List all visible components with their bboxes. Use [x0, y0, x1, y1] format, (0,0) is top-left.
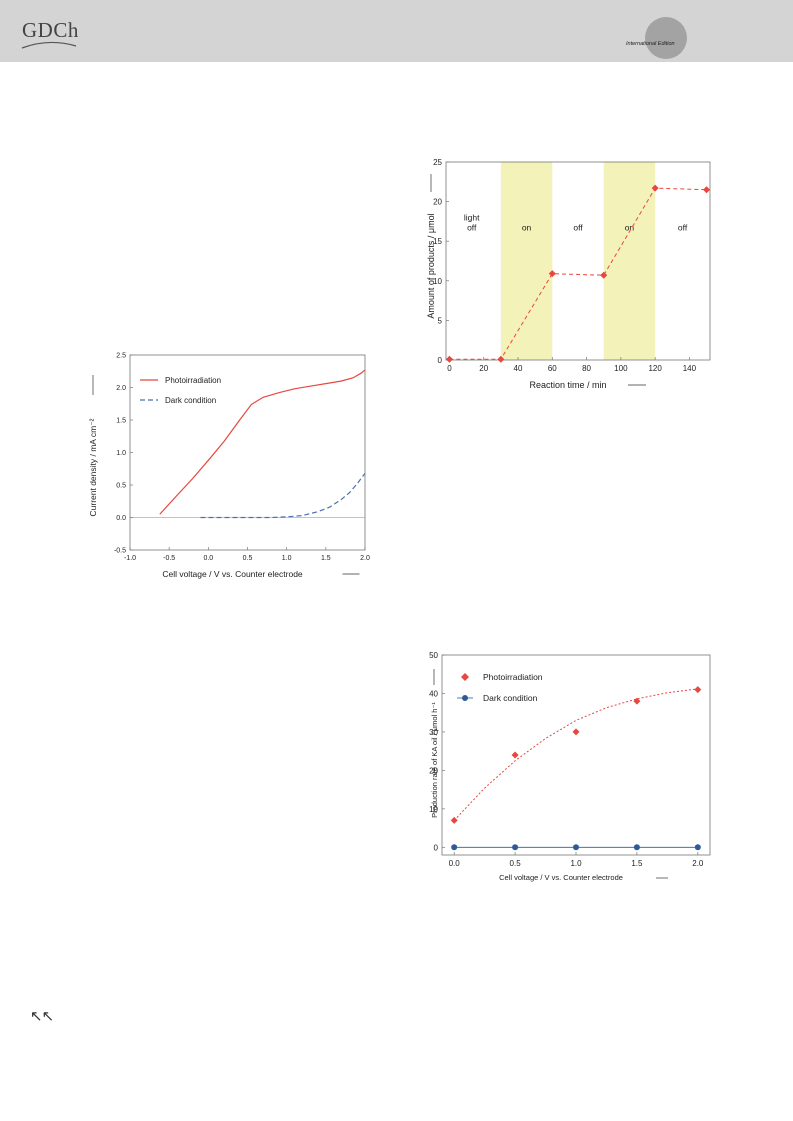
plot-frame [445, 161, 711, 361]
photoirradiation-point [694, 686, 702, 694]
logo-swoosh [21, 41, 77, 49]
photoirradiation-point [572, 728, 580, 736]
y-tick-label: 0 [434, 843, 439, 852]
dark-condition-point [573, 844, 579, 851]
region-label: light [464, 213, 480, 223]
journal-header: GDCh International Edition [0, 0, 793, 62]
y-tick-label: 2.5 [116, 353, 126, 360]
data-point [703, 186, 711, 194]
x-tick-label: 0.5 [510, 859, 522, 868]
x-tick-label: 1.0 [282, 555, 292, 562]
x-tick-label: 0 [447, 364, 452, 373]
edition-badge-circle [645, 17, 687, 59]
y-tick-label: 20 [433, 198, 442, 207]
x-tick-label: 0.0 [449, 859, 461, 868]
rate-chart: 0.0 0.5 1.0 1.5 2.0 0 10 20 30 40 50 Cell voltage /… [429, 651, 711, 882]
corner-arrows-icon: ↖↖ [30, 1007, 54, 1025]
data-point [445, 355, 453, 363]
jv-chart: -1.0 -0.5 0.0 0.5 1.0 1.5 2.0-0.50.00.51.01.52… [88, 353, 370, 580]
dark-condition-point [512, 844, 519, 851]
x-tick-label: 2.0 [692, 859, 704, 868]
x-tick-label: 2.0 [360, 555, 370, 562]
data-point [600, 271, 608, 279]
y-axis-label: Current density / mA cm⁻² [88, 418, 98, 516]
y-axis-label: Amount of products / μmol [426, 213, 436, 318]
legend-label: Dark condition [483, 693, 538, 703]
region-label: on [522, 223, 532, 233]
x-tick-label: 100 [614, 364, 628, 373]
x-tick-label: 80 [582, 364, 591, 373]
y-tick-label: 2.0 [116, 385, 126, 392]
x-tick-label: 1.5 [631, 859, 643, 868]
x-axis-label: Cell voltage / V vs. Counter electrode [162, 569, 303, 579]
legend-label: Photoirradiation [483, 672, 543, 682]
plot-frame [441, 654, 711, 856]
gdch-logo: GDCh [22, 18, 79, 42]
y-tick-label: 10 [433, 277, 442, 286]
dark-condition-point [633, 844, 640, 851]
legend-swatch [462, 695, 468, 701]
y-tick-label: 1.0 [116, 450, 126, 457]
y-tick-label: 15 [433, 237, 442, 246]
x-tick-label: 1.0 [570, 859, 582, 868]
dark-condition-curve [200, 472, 366, 519]
edition-label: International Edition [626, 41, 675, 47]
x-tick-label: 40 [514, 364, 523, 373]
photoirradiation-point [633, 697, 641, 705]
light-on-shading [500, 162, 553, 360]
region-label: on [625, 223, 635, 233]
photoirradiation-curve [159, 369, 366, 515]
y-axis-label: Production rate of KA oil / μmol h⁻¹ [430, 702, 439, 818]
legend-swatch [461, 673, 469, 681]
x-tick-label: 140 [683, 364, 697, 373]
x-tick-label: 0.5 [243, 555, 253, 562]
y-tick-label: 20 [429, 766, 438, 775]
y-tick-label: 30 [429, 728, 438, 737]
y-tick-label: 1.5 [116, 418, 126, 425]
x-tick-label: -0.5 [163, 555, 175, 562]
photoirradiation-point [450, 816, 458, 824]
x-tick-label: 20 [479, 364, 488, 373]
y-tick-label: 25 [433, 158, 442, 167]
data-point [651, 184, 659, 192]
data-point [548, 270, 556, 278]
y-tick-label: 0.0 [116, 515, 126, 522]
x-tick-label: 0.0 [203, 555, 213, 562]
data-point [497, 355, 505, 363]
photoirradiation-point [511, 751, 519, 759]
y-tick-label: 50 [429, 651, 438, 660]
x-tick-label: 120 [648, 364, 662, 373]
dark-condition-point [451, 844, 458, 851]
x-tick-label: -1.0 [124, 555, 136, 562]
photoirradiation-fit-curve [453, 688, 698, 821]
product-amount-line [449, 187, 707, 360]
y-tick-label: 5 [438, 316, 443, 325]
legend-label: Photoirradiation [165, 376, 221, 385]
x-tick-label: 1.5 [321, 555, 331, 562]
dark-condition-point [694, 844, 701, 851]
y-tick-label: 10 [429, 805, 438, 814]
x-axis-label: Cell voltage / V vs. Counter electrode [499, 873, 623, 882]
region-label: off [573, 223, 583, 233]
region-label: off [467, 223, 477, 233]
y-tick-label: -0.5 [114, 548, 126, 555]
y-tick-label: 40 [429, 689, 438, 698]
y-tick-label: 0 [438, 356, 443, 365]
x-axis-label: Reaction time / min [529, 380, 606, 390]
x-tick-label: 60 [548, 364, 557, 373]
region-label: off [678, 223, 688, 233]
legend-label: Dark condition [165, 396, 216, 405]
y-tick-label: 0.5 [116, 483, 126, 490]
light-on-shading [603, 162, 656, 360]
